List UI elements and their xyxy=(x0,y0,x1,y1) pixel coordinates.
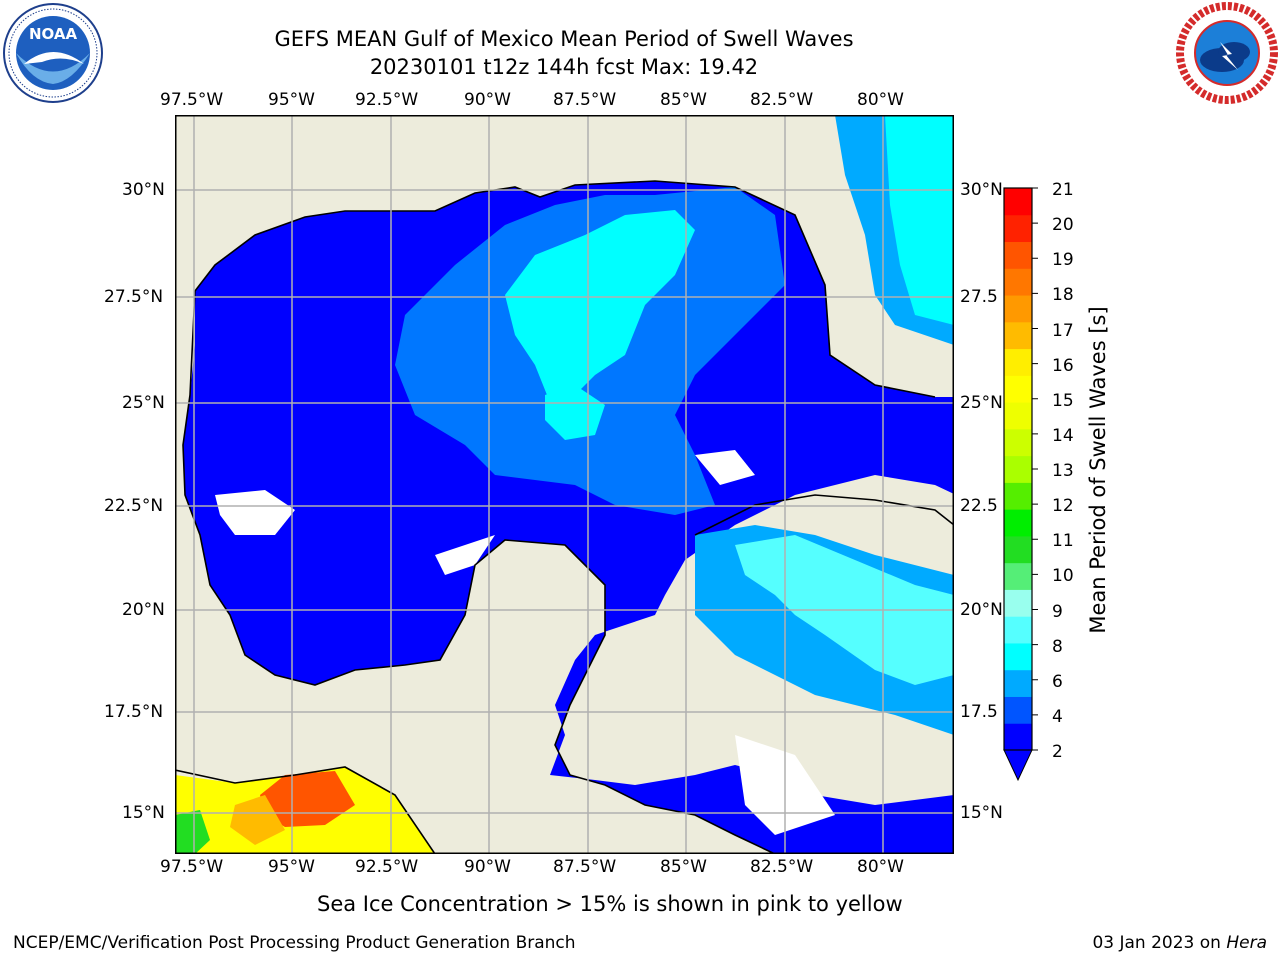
lon-label-top: 82.5°W xyxy=(750,90,814,110)
colorbar-segment xyxy=(1004,562,1032,590)
colorbar-segment xyxy=(1004,214,1032,243)
colorbar-tick-label: 9 xyxy=(1052,602,1063,622)
colorbar-tick-label: 11 xyxy=(1052,531,1074,551)
lon-label-bottom: 97.5°W xyxy=(160,857,224,877)
lat-label-right: 20°N xyxy=(960,600,1003,620)
lat-label-right: 25°N xyxy=(960,393,1003,413)
lon-label-top: 85°W xyxy=(660,90,707,110)
colorbar-segment xyxy=(1004,669,1032,697)
chart-title: GEFS MEAN Gulf of Mexico Mean Period of … xyxy=(274,27,854,51)
lat-label-right: 22.5 xyxy=(960,496,998,516)
colorbar-tick-label: 6 xyxy=(1052,672,1063,692)
colorbar-tick-label: 4 xyxy=(1052,707,1063,727)
colorbar-tick-label: 12 xyxy=(1052,496,1074,516)
colorbar-segment xyxy=(1004,723,1032,751)
colorbar-segment xyxy=(1004,402,1032,430)
mid-gulf-patch xyxy=(545,385,605,440)
lon-label-top: 92.5°W xyxy=(355,90,419,110)
colorbar-segment xyxy=(1004,241,1032,269)
lat-label-right: 27.5 xyxy=(960,287,998,307)
colorbar-tick-label: 2 xyxy=(1052,742,1063,762)
colorbar-segment xyxy=(1004,295,1032,323)
credit-text: NCEP/EMC/Verification Post Processing Pr… xyxy=(13,933,576,953)
lon-label-bottom: 92.5°W xyxy=(355,857,419,877)
lat-label-left: 27.5°N xyxy=(104,287,164,307)
gulf-ocean xyxy=(183,181,954,854)
date-credit: 03 Jan 2023 on Hera xyxy=(1092,932,1267,954)
colorbar-tick-label: 8 xyxy=(1052,637,1063,657)
colorbar-segment xyxy=(1004,375,1032,403)
colorbar xyxy=(1003,187,1038,782)
colorbar-segment xyxy=(1004,616,1032,644)
lat-label-left: 30°N xyxy=(122,180,165,200)
lon-label-top: 90°W xyxy=(464,90,511,110)
colorbar-segment xyxy=(1004,696,1032,724)
chart-subtitle: 20230101 t12z 144h fcst Max: 19.42 xyxy=(369,55,759,79)
lon-label-bottom: 80°W xyxy=(857,857,904,877)
colorbar-tick-label: 16 xyxy=(1052,356,1074,376)
colorbar-tick-label: 20 xyxy=(1052,215,1074,235)
atlantic-core xyxy=(885,115,954,325)
map-frame xyxy=(175,115,954,854)
colorbar-extend-arrow xyxy=(1003,749,1033,782)
lat-label-right: 30°N xyxy=(960,180,1003,200)
noaa-logo: NOAA xyxy=(3,3,103,103)
lat-label-right: 15°N xyxy=(960,803,1003,823)
pacific-warm xyxy=(230,795,285,845)
colorbar-segment xyxy=(1004,642,1032,671)
date-text: 03 Jan 2023 on xyxy=(1092,933,1221,953)
sea-ice-note: Sea Ice Concentration > 15% is shown in … xyxy=(317,892,903,916)
lon-label-top: 80°W xyxy=(857,90,904,110)
lat-label-left: 25°N xyxy=(122,393,165,413)
lon-label-bottom: 85°W xyxy=(660,857,707,877)
colorbar-segment xyxy=(1004,589,1032,617)
colorbar-segment xyxy=(1004,268,1032,296)
lat-label-right: 17.5 xyxy=(960,702,998,722)
missing-data-patch xyxy=(695,450,755,485)
colorbar-tick-label: 13 xyxy=(1052,461,1074,481)
colorbar-segment xyxy=(1004,348,1032,376)
colorbar-tick-label: 17 xyxy=(1052,321,1074,341)
gridlines xyxy=(175,115,954,854)
coastline xyxy=(175,180,954,854)
svg-text:NOAA: NOAA xyxy=(29,25,78,43)
colorbar-segment xyxy=(1004,321,1032,350)
colorbar-tick-label: 21 xyxy=(1052,180,1074,200)
lon-label-top: 95°W xyxy=(268,90,315,110)
colorbar-tick-label: 10 xyxy=(1052,566,1074,586)
lat-label-left: 22.5°N xyxy=(104,496,164,516)
missing-data-patch xyxy=(215,490,295,535)
colorbar-tick-label: 18 xyxy=(1052,285,1074,305)
mid-gulf-core xyxy=(505,210,695,415)
colorbar-tick-label: 15 xyxy=(1052,391,1074,411)
lat-label-left: 17.5°N xyxy=(104,702,164,722)
lon-label-bottom: 90°W xyxy=(464,857,511,877)
lat-label-left: 15°N xyxy=(122,803,165,823)
colorbar-segment xyxy=(1004,535,1032,564)
colorbar-title: Mean Period of Swell Waves [s] xyxy=(1086,306,1110,634)
lon-label-bottom: 95°W xyxy=(268,857,315,877)
colorbar-tick-label: 14 xyxy=(1052,426,1074,446)
colorbar-tick-label: 19 xyxy=(1052,250,1074,270)
map xyxy=(175,115,954,854)
colorbar-segment xyxy=(1004,455,1032,483)
colorbar-segment xyxy=(1004,482,1032,510)
lon-label-top: 97.5°W xyxy=(160,90,224,110)
nws-logo xyxy=(1176,2,1278,104)
lon-label-bottom: 87.5°W xyxy=(553,857,617,877)
pacific-green xyxy=(175,810,210,854)
colorbar-segment xyxy=(1004,188,1032,216)
lat-label-left: 20°N xyxy=(122,600,165,620)
lon-label-bottom: 82.5°W xyxy=(750,857,814,877)
colorbar-segment xyxy=(1004,428,1032,457)
missing-data-patch xyxy=(435,535,495,575)
lon-label-top: 87.5°W xyxy=(553,90,617,110)
host-name: Hera xyxy=(1226,933,1267,953)
colorbar-segment xyxy=(1004,509,1032,537)
